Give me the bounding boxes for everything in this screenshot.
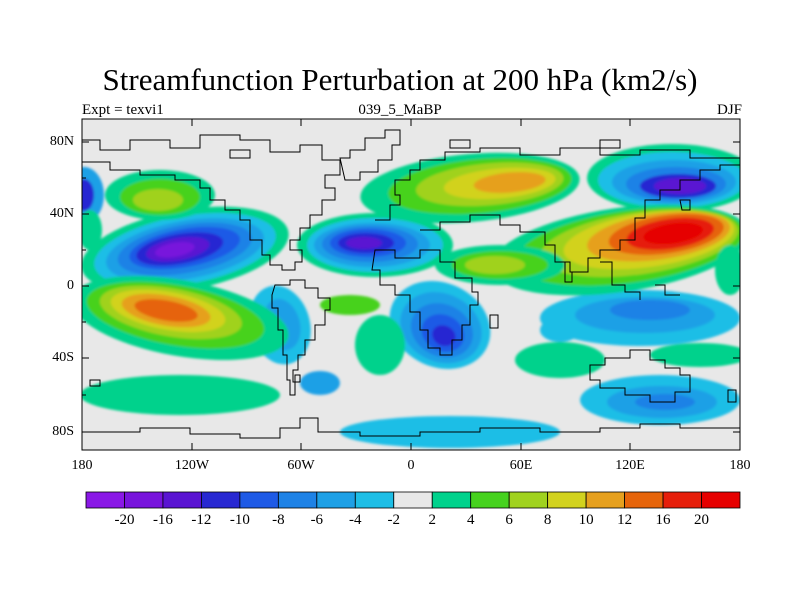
colorbar-label: -12 — [191, 512, 212, 528]
cell-north-america-low — [82, 206, 289, 294]
colorbar-swatch — [277, 491, 318, 509]
colorbar-swatch — [585, 491, 625, 509]
colorbar-label: -8 — [272, 512, 285, 528]
coast-japan — [679, 199, 691, 211]
lon-label-60e: 60E — [509, 458, 533, 473]
colorbar-swatch — [316, 491, 356, 509]
colorbar-label: -4 — [349, 512, 362, 528]
coast-new-zealand — [727, 389, 737, 403]
colorbar-label: -6 — [310, 512, 324, 528]
lon-label-180-left: 180 — [71, 458, 93, 473]
coast-antarctica — [82, 417, 740, 439]
colorbar-swatch — [201, 491, 241, 509]
colorbar-label: -10 — [229, 512, 250, 528]
lat-label-80n: 80N — [49, 134, 74, 149]
lat-label-40s: 40S — [52, 350, 74, 365]
colorbar-swatch — [701, 491, 741, 509]
coast-greenland — [339, 129, 401, 181]
colorbar-swatch — [162, 491, 202, 509]
colorbar-swatch — [431, 491, 472, 509]
colorbar-swatch — [470, 491, 510, 509]
colorbar-swatch — [393, 491, 433, 509]
cell-asia-high — [491, 204, 740, 296]
colorbar-label: 6 — [505, 512, 513, 528]
coast-hawaii — [89, 379, 101, 387]
colorbar-swatch — [354, 491, 395, 509]
contour-fields — [82, 144, 740, 448]
lat-label-40n: 40N — [49, 206, 74, 221]
colorbar-label: -16 — [152, 512, 173, 528]
colorbar-swatch — [124, 491, 164, 509]
colorbar-label: 4 — [466, 512, 475, 528]
colorbar-label: 2 — [428, 512, 436, 528]
colorbar-swatch — [508, 491, 549, 509]
coast-madagascar — [489, 314, 499, 329]
coast-south-america — [271, 279, 331, 396]
colorbar-label: -20 — [114, 512, 135, 528]
colorbar-label: 12 — [617, 512, 633, 528]
cell-europe-high — [360, 152, 580, 224]
lon-label-120w: 120W — [174, 458, 210, 473]
colorbar — [85, 491, 741, 509]
cell-pacific-north-low — [587, 144, 740, 212]
coast-southeast-asia — [600, 261, 680, 300]
coast-australia — [589, 349, 691, 403]
lon-label-120e: 120E — [615, 458, 645, 473]
cell-atlantic-low — [297, 213, 453, 277]
colorbar-swatch — [547, 491, 587, 509]
colorbar-label: -2 — [387, 512, 401, 528]
map-title: Streamfunction Perturbation at 200 hPa (… — [102, 62, 698, 97]
coast-arctic-islands — [229, 139, 621, 159]
cell-africa-south-low — [389, 281, 491, 369]
case-label: 039_5_MaBP — [358, 102, 442, 118]
lon-label-0: 0 — [407, 458, 415, 473]
coast-north-america — [82, 134, 341, 271]
cell-southeast-pacific-high — [82, 275, 289, 361]
coast-india — [555, 261, 573, 283]
coastlines — [82, 129, 740, 439]
lat-label-80s: 80S — [52, 424, 74, 439]
colorbar-label: 16 — [655, 512, 671, 528]
colorbar-swatch — [239, 491, 279, 509]
season-label: DJF — [716, 102, 742, 118]
colorbar-label: 10 — [578, 512, 594, 528]
colorbar-swatch — [624, 491, 664, 509]
coast-africa — [371, 249, 479, 356]
colorbar-label: 20 — [694, 512, 710, 528]
lat-label-0: 0 — [67, 278, 74, 293]
axis-ticks — [82, 119, 740, 450]
colorbar-swatch — [662, 491, 702, 509]
lon-label-180-right: 180 — [729, 458, 751, 473]
lon-label-60w: 60W — [287, 458, 315, 473]
colorbar-swatch — [85, 491, 125, 509]
coast-eurasia — [375, 147, 740, 273]
experiment-label: Expt = texvi1 — [82, 102, 164, 118]
colorbar-label: 8 — [543, 512, 552, 528]
